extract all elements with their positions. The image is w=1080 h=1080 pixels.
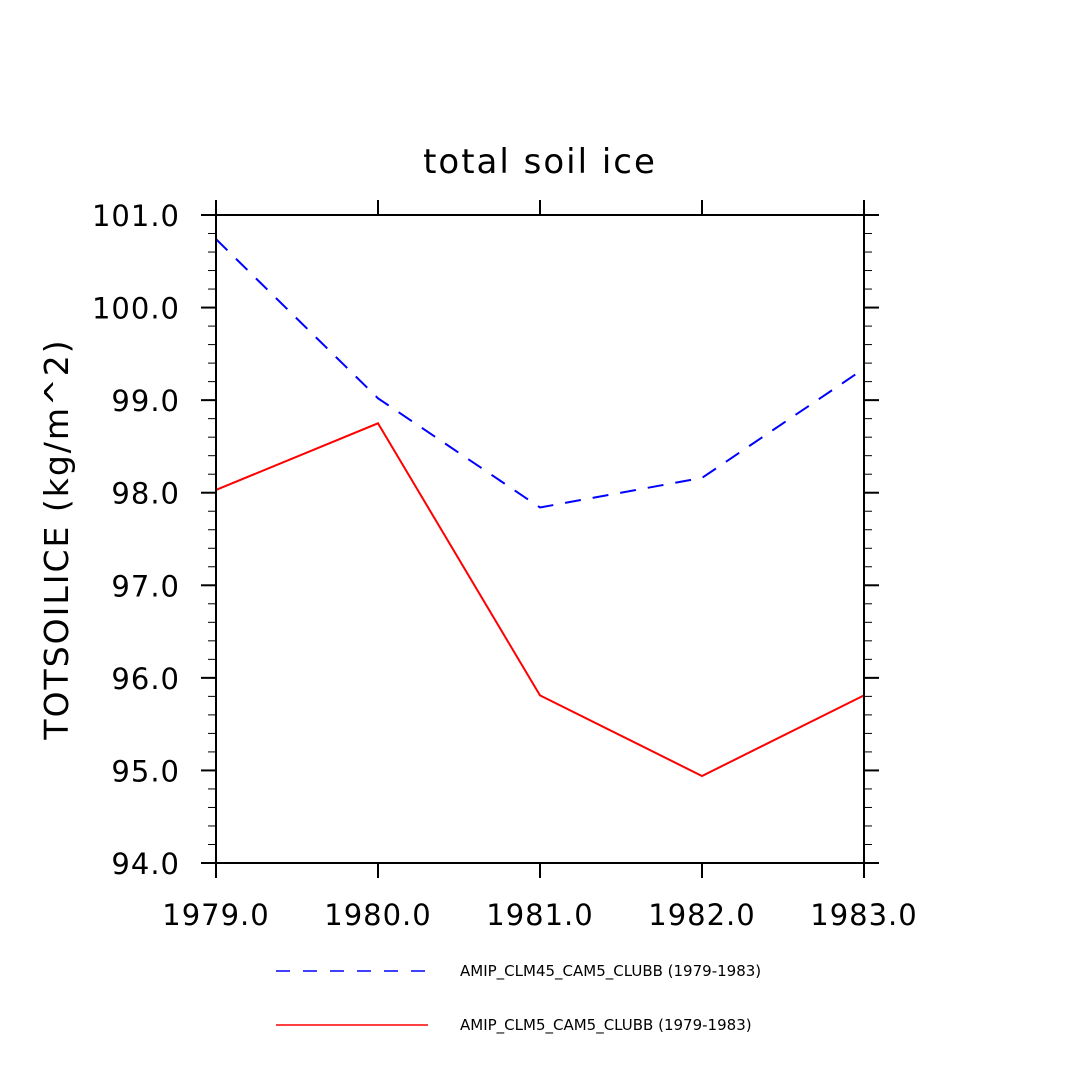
y-tick-label: 96.0 <box>111 662 180 696</box>
legend-label-2: AMIP_CLM5_CAM5_CLUBB (1979-1983) <box>460 1016 752 1035</box>
legend: AMIP_CLM45_CAM5_CLUBB (1979-1983) AMIP_CL… <box>276 962 761 1035</box>
axes-layer: 1979.0 1980.0 1981.0 1982.0 1983.0 94.0 95.0 96… <box>92 199 917 932</box>
x-tick-label: 1979.0 <box>162 898 269 932</box>
x-tick-label: 1983.0 <box>810 898 917 932</box>
y-tick-label: 97.0 <box>111 569 180 603</box>
series-line-2 <box>215 422 865 778</box>
y-tick-label: 98.0 <box>111 477 180 511</box>
legend-label-1: AMIP_CLM45_CAM5_CLUBB (1979-1983) <box>460 962 761 981</box>
series-layer <box>215 238 865 778</box>
x-tick-label: 1982.0 <box>648 898 755 932</box>
y-tick-label: 100.0 <box>92 292 180 326</box>
series-line-1 <box>215 238 865 509</box>
y-tick-label: 101.0 <box>92 199 180 233</box>
x-tick-label: 1981.0 <box>486 898 593 932</box>
y-axis-label: TOTSOILICE (kg/m^2) <box>37 338 76 740</box>
y-tick-label: 95.0 <box>111 754 180 788</box>
chart-title: total soil ice <box>423 142 657 182</box>
y-tick-label: 94.0 <box>111 847 180 881</box>
plot-frame <box>215 214 865 864</box>
x-tick-label: 1980.0 <box>324 898 431 932</box>
y-tick-label: 99.0 <box>111 384 180 418</box>
